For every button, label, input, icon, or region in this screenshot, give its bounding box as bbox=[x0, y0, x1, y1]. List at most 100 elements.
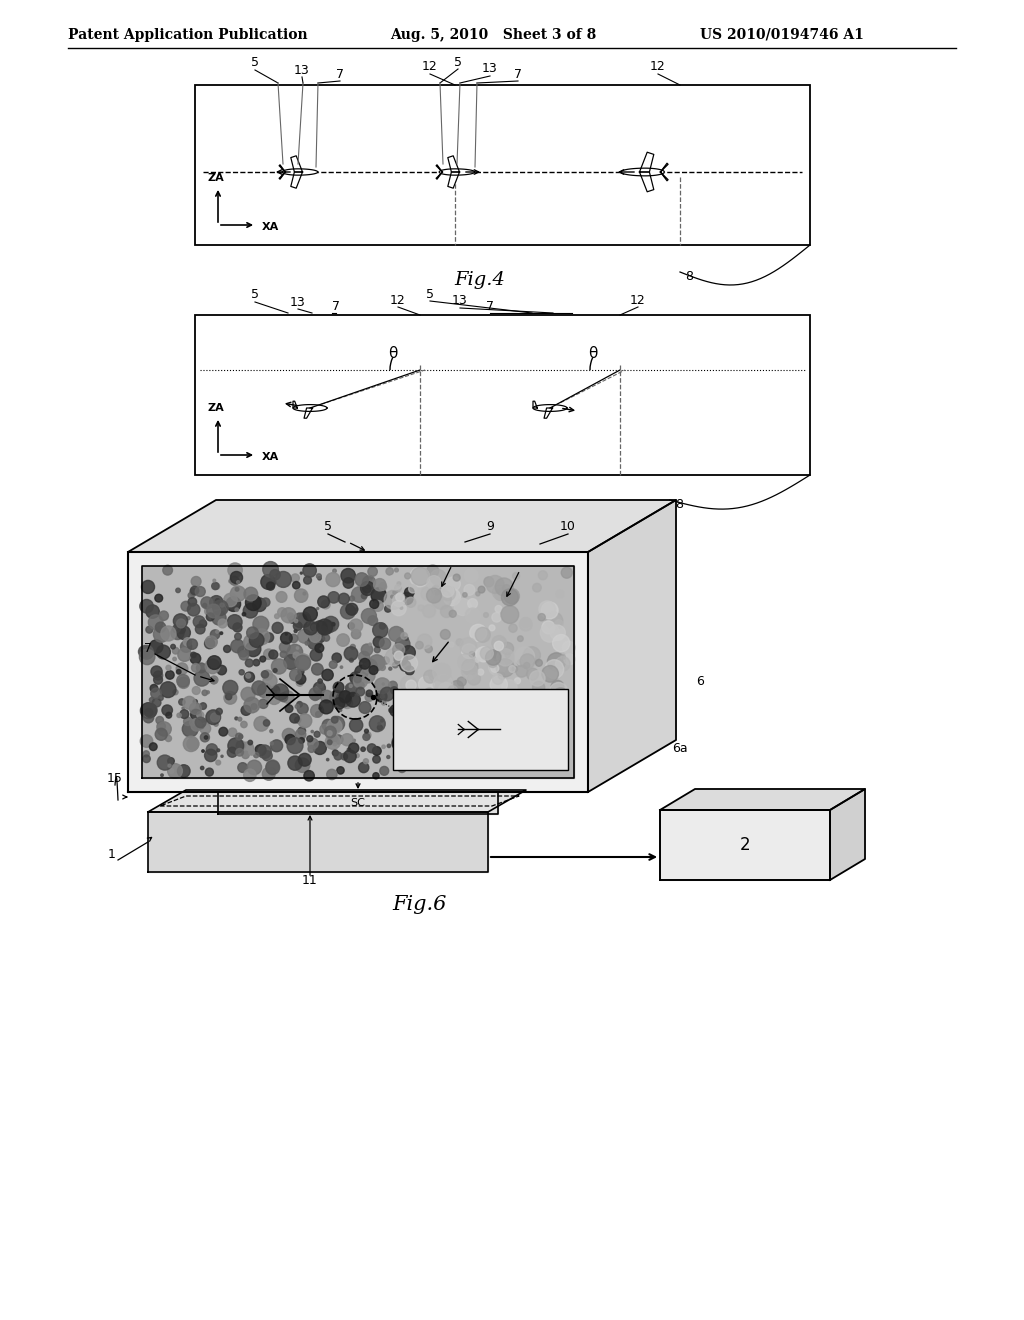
Circle shape bbox=[338, 593, 349, 605]
Circle shape bbox=[497, 644, 505, 652]
Circle shape bbox=[489, 624, 495, 631]
Circle shape bbox=[373, 755, 380, 763]
Circle shape bbox=[295, 758, 310, 772]
Circle shape bbox=[379, 623, 385, 630]
Circle shape bbox=[161, 626, 176, 642]
Circle shape bbox=[298, 614, 311, 627]
Circle shape bbox=[263, 561, 279, 577]
Circle shape bbox=[514, 678, 520, 684]
Circle shape bbox=[486, 576, 504, 594]
Circle shape bbox=[168, 764, 171, 767]
Circle shape bbox=[225, 693, 231, 700]
Circle shape bbox=[324, 616, 339, 632]
Circle shape bbox=[166, 665, 171, 671]
Circle shape bbox=[483, 612, 488, 618]
Circle shape bbox=[296, 647, 299, 649]
Circle shape bbox=[512, 667, 517, 672]
Circle shape bbox=[373, 601, 383, 611]
Circle shape bbox=[315, 686, 318, 690]
Circle shape bbox=[260, 656, 265, 661]
Circle shape bbox=[145, 626, 153, 634]
Circle shape bbox=[261, 598, 270, 606]
Circle shape bbox=[221, 755, 223, 758]
Circle shape bbox=[190, 653, 201, 664]
Text: 10: 10 bbox=[560, 520, 575, 533]
Circle shape bbox=[205, 750, 217, 762]
Circle shape bbox=[154, 671, 163, 680]
Circle shape bbox=[196, 586, 205, 597]
Circle shape bbox=[368, 744, 377, 752]
Circle shape bbox=[293, 652, 299, 659]
Circle shape bbox=[464, 585, 475, 595]
Circle shape bbox=[379, 583, 387, 590]
Circle shape bbox=[336, 692, 351, 708]
Circle shape bbox=[365, 729, 369, 733]
Circle shape bbox=[392, 738, 404, 750]
Text: 5: 5 bbox=[454, 55, 462, 69]
Circle shape bbox=[541, 623, 559, 642]
Circle shape bbox=[317, 577, 322, 579]
Circle shape bbox=[258, 744, 271, 758]
Circle shape bbox=[272, 684, 289, 700]
Circle shape bbox=[295, 655, 310, 671]
Circle shape bbox=[290, 714, 299, 723]
Circle shape bbox=[410, 568, 429, 587]
Text: 5: 5 bbox=[251, 289, 259, 301]
Circle shape bbox=[381, 694, 384, 698]
Circle shape bbox=[151, 685, 158, 692]
Circle shape bbox=[358, 651, 370, 663]
Circle shape bbox=[140, 599, 154, 612]
Circle shape bbox=[241, 705, 251, 715]
Circle shape bbox=[315, 711, 322, 717]
Circle shape bbox=[542, 665, 558, 682]
Circle shape bbox=[327, 719, 342, 734]
Circle shape bbox=[168, 758, 174, 764]
Circle shape bbox=[362, 576, 376, 589]
Circle shape bbox=[328, 741, 332, 744]
Circle shape bbox=[244, 635, 259, 649]
Polygon shape bbox=[128, 500, 676, 552]
Circle shape bbox=[319, 725, 330, 734]
Circle shape bbox=[343, 578, 353, 589]
Circle shape bbox=[460, 638, 476, 655]
Circle shape bbox=[173, 614, 187, 628]
Circle shape bbox=[288, 756, 302, 771]
Circle shape bbox=[342, 698, 352, 709]
Circle shape bbox=[264, 632, 273, 642]
Circle shape bbox=[416, 642, 423, 649]
Circle shape bbox=[401, 766, 406, 770]
Text: θ: θ bbox=[388, 346, 397, 360]
Circle shape bbox=[490, 676, 507, 693]
Text: Aug. 5, 2010   Sheet 3 of 8: Aug. 5, 2010 Sheet 3 of 8 bbox=[390, 28, 596, 42]
Polygon shape bbox=[534, 405, 567, 412]
Circle shape bbox=[278, 607, 287, 616]
Circle shape bbox=[205, 735, 208, 739]
Circle shape bbox=[360, 581, 375, 595]
Circle shape bbox=[182, 721, 198, 737]
Text: θ: θ bbox=[588, 346, 597, 360]
Circle shape bbox=[349, 595, 354, 601]
Circle shape bbox=[545, 660, 564, 678]
Text: Patent Application Publication: Patent Application Publication bbox=[68, 28, 307, 42]
Text: US 2010/0194746 A1: US 2010/0194746 A1 bbox=[700, 28, 864, 42]
Text: 7: 7 bbox=[144, 642, 152, 655]
Circle shape bbox=[295, 705, 299, 709]
Circle shape bbox=[496, 659, 514, 677]
Circle shape bbox=[541, 602, 558, 619]
Circle shape bbox=[341, 734, 353, 746]
Polygon shape bbox=[148, 789, 526, 812]
Circle shape bbox=[156, 622, 166, 632]
Circle shape bbox=[229, 576, 239, 585]
Circle shape bbox=[350, 644, 355, 649]
Circle shape bbox=[193, 718, 199, 725]
Circle shape bbox=[360, 668, 375, 682]
Circle shape bbox=[217, 748, 220, 751]
Circle shape bbox=[298, 669, 304, 675]
Circle shape bbox=[424, 688, 435, 700]
Circle shape bbox=[279, 693, 288, 702]
Circle shape bbox=[159, 611, 168, 620]
Circle shape bbox=[373, 747, 381, 755]
Text: 7: 7 bbox=[336, 67, 344, 81]
Circle shape bbox=[317, 678, 323, 684]
Circle shape bbox=[551, 668, 562, 678]
